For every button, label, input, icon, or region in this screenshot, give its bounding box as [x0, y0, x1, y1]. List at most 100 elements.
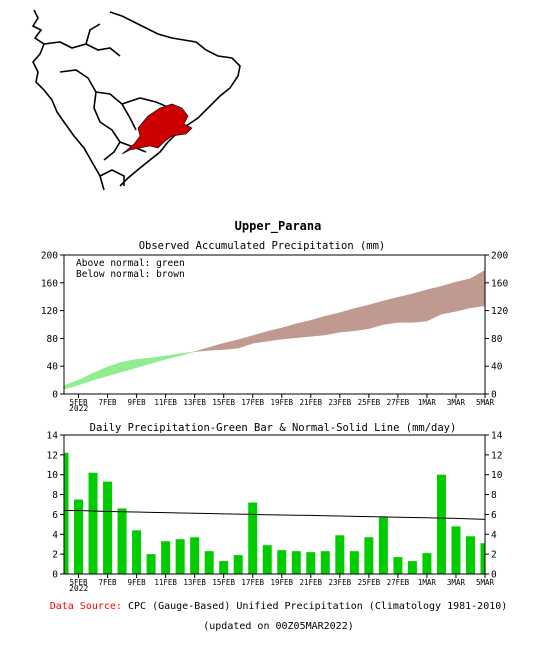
daily-xtick-label: 1MAR	[418, 578, 437, 587]
accumulated-ytick-label-right: 0	[491, 390, 497, 401]
accumulated-ytick-label-right: 200	[491, 251, 508, 262]
daily-bar	[378, 517, 388, 574]
daily-ytick-label: 4	[52, 530, 58, 541]
daily-ytick-label: 8	[52, 490, 58, 501]
daily-xtick-label: 23FEB	[329, 578, 352, 587]
above-normal-area-segment	[165, 353, 181, 360]
daily-bar	[117, 508, 127, 574]
data-source-line: Data Source: CPC (Gauge-Based) Unified P…	[0, 601, 557, 612]
daily-ytick-label: 6	[52, 510, 58, 521]
annotation-above: Above normal: green	[76, 258, 185, 269]
below-normal-area-segment	[310, 315, 326, 337]
daily-year-label: 2022	[69, 584, 88, 593]
daily-bar	[436, 474, 446, 574]
daily-ytick-label: 14	[47, 431, 59, 442]
above-normal-area-segment	[78, 372, 94, 386]
daily-bar	[407, 561, 417, 574]
accumulated-xtick-label: 5FEB	[69, 398, 88, 407]
daily-bar	[465, 536, 475, 574]
below-normal-area-segment	[441, 281, 457, 315]
daily-xtick-label: 21FEB	[300, 578, 323, 587]
daily-bar	[161, 541, 171, 574]
accumulated-xtick-label: 27FEB	[387, 398, 410, 407]
daily-ytick-label-right: 12	[491, 450, 502, 461]
daily-ytick-label-right: 8	[491, 490, 497, 501]
upper-parana-basin	[121, 103, 193, 155]
below-normal-area-segment	[426, 285, 442, 322]
accumulated-xtick-label: 25FEB	[358, 398, 381, 407]
above-normal-area-segment	[136, 357, 152, 368]
accumulated-xtick-label: 19FEB	[270, 398, 293, 407]
daily-xtick-label: 5MAR	[476, 578, 495, 587]
daily-bar	[364, 537, 374, 574]
below-normal-area-segment	[194, 347, 210, 352]
accumulated-xtick-label: 9FEB	[128, 398, 147, 407]
daily-ytick-label: 0	[52, 570, 58, 581]
accumulated-xtick-label: 21FEB	[300, 398, 323, 407]
daily-xtick-label: 17FEB	[241, 578, 264, 587]
daily-xtick-label: 7FEB	[99, 578, 118, 587]
accumulated-ytick-label-right: 120	[491, 306, 508, 317]
daily-bar	[146, 554, 156, 574]
daily-bar	[320, 551, 330, 574]
daily-bar	[277, 550, 287, 574]
accumulated-xtick-label: 13FEB	[183, 398, 206, 407]
daily-xtick-label: 19FEB	[270, 578, 293, 587]
daily-xtick-label: 5FEB	[69, 578, 88, 587]
daily-bar	[480, 543, 485, 574]
daily-bar	[204, 551, 214, 574]
accumulated-ytick-label: 40	[47, 362, 59, 373]
below-normal-area-segment	[368, 300, 384, 330]
accumulated-title: Observed Accumulated Precipitation (mm)	[139, 240, 386, 252]
accumulated-xtick-label: 1MAR	[418, 398, 437, 407]
below-normal-area-segment	[339, 308, 355, 333]
below-normal-area-segment	[455, 278, 471, 312]
daily-bar	[103, 481, 113, 574]
daily-xtick-label: 11FEB	[154, 578, 177, 587]
below-normal-area-segment	[237, 335, 253, 349]
below-normal-area-segment	[281, 323, 297, 340]
accumulated-ytick-label: 200	[41, 251, 58, 262]
accumulated-ytick-label-right: 80	[491, 334, 503, 345]
accumulated-xtick-label: 23FEB	[329, 398, 352, 407]
above-normal-area-segment	[150, 355, 166, 364]
below-normal-area-segment	[325, 312, 341, 336]
daily-xtick-label: 25FEB	[358, 578, 381, 587]
below-normal-area-segment	[412, 289, 428, 323]
below-normal-area-segment	[397, 293, 413, 323]
below-normal-area-segment	[252, 331, 268, 344]
daily-ytick-label: 2	[52, 550, 58, 561]
below-normal-area-segment	[383, 297, 399, 325]
daily-xtick-label: 9FEB	[128, 578, 147, 587]
daily-xtick-label: 3MAR	[447, 578, 466, 587]
accumulated-ytick-label: 160	[41, 278, 58, 289]
daily-ytick-label-right: 4	[491, 530, 497, 541]
below-normal-area-segment	[470, 269, 486, 309]
accumulated-panel: Observed Accumulated Precipitation (mm) …	[41, 240, 509, 413]
daily-bar	[175, 539, 185, 574]
accumulated-ytick-label-right: 160	[491, 278, 508, 289]
daily-bar	[88, 472, 98, 574]
accumulated-frame	[63, 254, 486, 395]
annotation-below: Below normal: brown	[76, 269, 185, 280]
data-source-text: CPC (Gauge-Based) Unified Precipitation …	[127, 601, 508, 612]
accumulated-xtick-label: 11FEB	[154, 398, 177, 407]
daily-bar	[132, 530, 142, 574]
daily-xtick-label: 13FEB	[183, 578, 206, 587]
accumulated-xtick-label: 5MAR	[476, 398, 495, 407]
above-normal-area-segment	[121, 358, 137, 373]
accumulated-ytick-label: 0	[52, 390, 58, 401]
daily-ytick-label-right: 6	[491, 510, 497, 521]
daily-bar	[422, 553, 432, 574]
daily-panel: Daily Precipitation-Green Bar & Normal-S…	[47, 422, 503, 593]
coastline	[31, 9, 241, 191]
daily-ytick-label-right: 0	[491, 570, 497, 581]
updated-text: (updated on 00Z05MAR2022)	[203, 621, 354, 632]
daily-bar	[233, 555, 243, 574]
daily-ytick-label-right: 14	[491, 431, 503, 442]
daily-ytick-label-right: 10	[491, 470, 503, 481]
below-normal-area-segment	[208, 342, 224, 351]
accumulated-xtick-label: 17FEB	[241, 398, 264, 407]
daily-bar	[64, 452, 69, 574]
